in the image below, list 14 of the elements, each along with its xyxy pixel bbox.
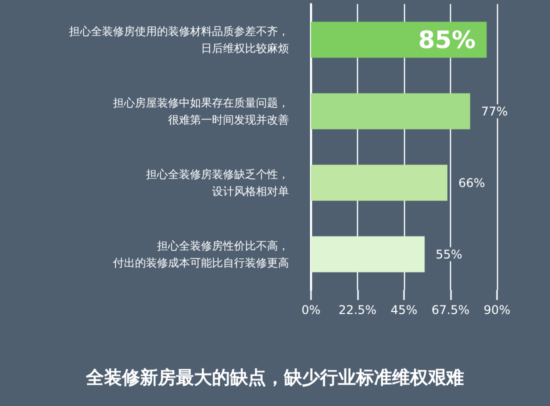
text: 全装修新房最大的缺点，缺少行业标准维权艰难 [85,368,464,388]
y-tick-label: 担心全装修房性价比不高，付出的装修成本可能比自行装修更高 [113,239,289,270]
data-label: 77% [481,104,508,118]
y-tick-label: 担心全装修房使用的装修材料品质参差不齐，日后维权比较麻烦 [69,24,289,55]
x-tick-label: 67.5% [431,303,470,317]
x-tick-label: 90% [484,303,510,317]
data-label: 66% [458,176,486,190]
x-tick-label: 22.5% [338,303,377,317]
y-tick-label: 担心房屋装修中如果存在质量问题，很难第一时间发现并改善 [113,96,289,126]
x-tick-label: 0% [301,303,321,317]
y-tick-label: 担心全装修房装修缺乏个性，设计风格相对单 [146,168,289,198]
data-label: 55% [436,247,462,262]
x-tick-label: 45% [390,303,418,317]
data-label: 85% [418,26,476,54]
